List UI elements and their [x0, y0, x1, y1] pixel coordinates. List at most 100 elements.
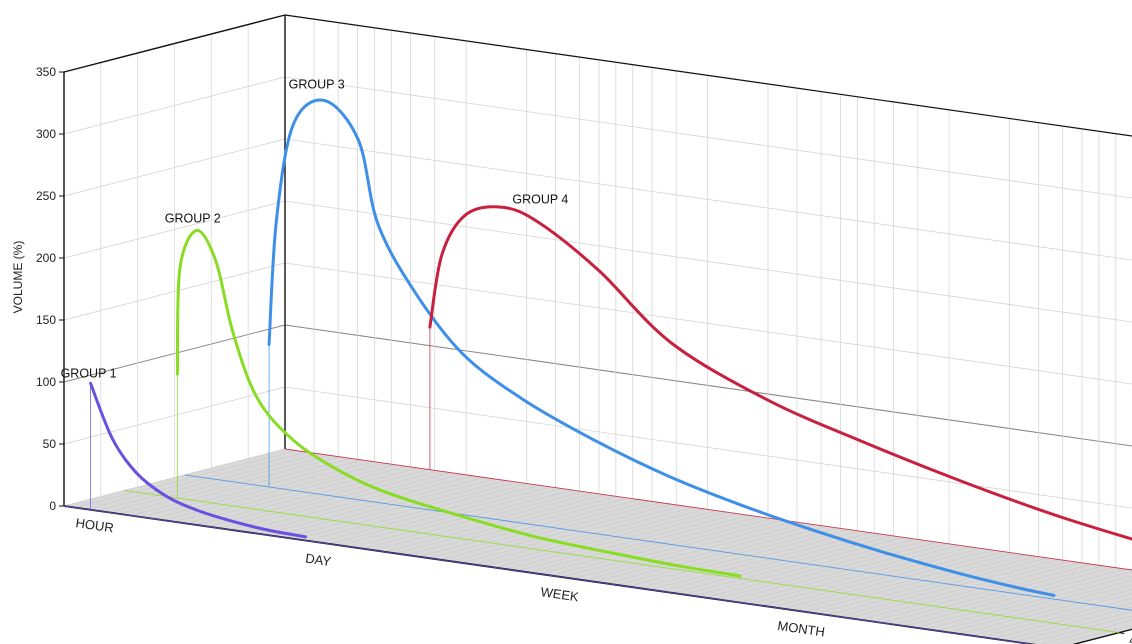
floor-hatch: [262, 477, 485, 535]
chart-labels: 0 50 100 150 200 250 300 350 VOLUME (%) HOUR DAY WE…: [11, 65, 1132, 644]
floor-hatch: [660, 533, 883, 592]
x-category-label: DAY: [304, 551, 332, 570]
floor-hatch: [959, 589, 1132, 635]
y-tick-label: 50: [43, 437, 57, 451]
floor-hatch: [948, 584, 1132, 633]
floor-hatch: [296, 481, 518, 540]
series-line: [89, 381, 307, 539]
y-tick-label: 250: [36, 189, 56, 203]
series-floor-guide: [124, 490, 1120, 634]
floor-hatch: [185, 466, 407, 524]
y-tick-label: 100: [36, 375, 56, 389]
floor-hatch: [1056, 624, 1132, 644]
back-wall-gridline: [284, 200, 1132, 323]
floor-hatch: [937, 580, 1132, 632]
floor-hatch: [760, 548, 982, 606]
x-category-label: HOUR: [75, 515, 115, 535]
floor-hatch: [307, 483, 529, 542]
y-tick-label: 150: [36, 313, 56, 327]
floor-hatch: [616, 527, 838, 586]
depth-tick-mark: [1119, 632, 1125, 635]
floor-hatch: [439, 502, 661, 560]
floor-hatch: [506, 511, 728, 570]
floor-hatch: [340, 488, 562, 546]
floor-hatch: [86, 451, 308, 510]
floor-hatch: [539, 516, 761, 575]
floor-hatch: [196, 467, 418, 526]
x-category-label: MONTH: [777, 618, 826, 640]
series-line: [267, 98, 1056, 597]
series-label: GROUP 3: [289, 78, 345, 92]
series-label: GROUP 1: [61, 366, 117, 380]
floor-hatch: [749, 546, 971, 605]
floor-hatch: [727, 543, 949, 602]
floor-hatch: [152, 461, 374, 519]
series-line: [175, 228, 742, 578]
floor-hatch: [428, 500, 650, 559]
floor-hatch: [74, 450, 297, 508]
floor-hatch: [904, 568, 1126, 627]
floor-hatch: [119, 456, 341, 515]
floor-hatch: [992, 602, 1132, 639]
floor-hatch: [638, 530, 860, 589]
floor-hatch: [815, 556, 1037, 614]
floor-hatch: [108, 455, 330, 513]
floor-hatch: [561, 519, 783, 578]
y-axis-title: VOLUME (%): [11, 241, 25, 314]
floor-hatch: [583, 522, 805, 581]
floor-hatch: [273, 478, 496, 537]
floor-hatch: [627, 529, 849, 587]
back-wall-gridline: [284, 324, 1132, 447]
y-tick-label: 200: [36, 251, 56, 265]
floor-hatch: [450, 503, 673, 562]
floor-hatch: [141, 459, 363, 518]
floor-hatch: [804, 554, 1026, 613]
floor-hatch: [130, 458, 352, 516]
back-wall-gridline: [284, 14, 1132, 137]
series-line: [428, 205, 1132, 541]
x-category-label: WEEK: [540, 584, 580, 604]
floor-hatch: [97, 453, 319, 512]
floor-hatch: [528, 515, 750, 573]
series-floor-guide: [63, 505, 1034, 644]
series-floor-guide: [184, 474, 1132, 611]
floor-hatch: [495, 510, 717, 568]
back-wall-gridline: [284, 262, 1132, 385]
floor-hatch: [472, 507, 695, 565]
floor-hatch: [318, 485, 540, 543]
floor-hatch: [240, 473, 462, 532]
floor-hatch: [484, 508, 706, 567]
back-wall-gridline: [284, 386, 1132, 509]
floor-hatch: [893, 567, 1115, 625]
floor-hatch: [517, 513, 739, 572]
floor-hatch: [771, 549, 993, 608]
series-label: GROUP 2: [165, 211, 221, 225]
floor-hatch: [848, 560, 1071, 619]
floor-hatch: [1003, 606, 1132, 641]
floor-hatch: [716, 541, 938, 600]
chart-walls: [63, 448, 1132, 644]
y-tick-label: 350: [36, 65, 56, 79]
y-tick-label: 0: [49, 499, 56, 513]
floor-hatch: [329, 486, 551, 545]
floor-hatch: [1039, 620, 1132, 644]
floor-hatch: [605, 526, 827, 584]
floor-hatch: [649, 532, 872, 590]
floor-hatch: [594, 524, 816, 583]
floor-hatch: [870, 564, 1093, 622]
floor-hatch: [251, 475, 474, 534]
floor-hatch: [395, 496, 617, 554]
floor-hatch: [417, 499, 639, 557]
floor-hatch: [694, 538, 916, 597]
floor-hatch: [705, 540, 927, 598]
floor-hatch: [915, 571, 1132, 628]
series-layer: [89, 98, 1132, 597]
top-back-edge: [284, 14, 1132, 137]
back-wall-gridline: [284, 76, 1132, 199]
floor-hatch: [882, 565, 1104, 624]
depth-tick-label: 40: [1129, 634, 1132, 644]
floor-hatch: [970, 593, 1132, 636]
floor-hatch: [229, 472, 451, 530]
